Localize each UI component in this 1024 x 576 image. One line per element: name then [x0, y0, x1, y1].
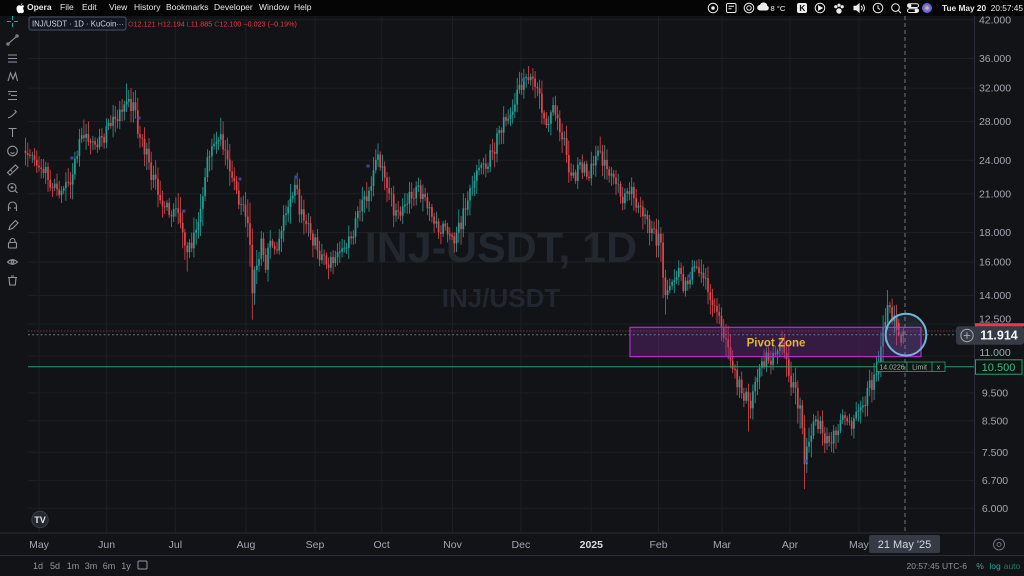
- svg-text:%: %: [976, 561, 984, 571]
- svg-text:21.000: 21.000: [979, 188, 1011, 200]
- svg-text:⋯: ⋯: [116, 20, 124, 29]
- svg-text:21 May '25: 21 May '25: [878, 539, 931, 551]
- svg-text:3m: 3m: [85, 561, 98, 571]
- svg-text:16.000: 16.000: [979, 257, 1011, 269]
- svg-text:18.000: 18.000: [979, 227, 1011, 239]
- svg-text:6.000: 6.000: [982, 503, 1008, 515]
- svg-text:8 °C: 8 °C: [771, 4, 786, 13]
- svg-text:14.0226: 14.0226: [879, 364, 904, 371]
- svg-text:Pivot Zone: Pivot Zone: [747, 338, 806, 350]
- svg-text:Jun: Jun: [98, 539, 115, 551]
- svg-text:auto: auto: [1004, 561, 1021, 571]
- svg-text:Nov: Nov: [443, 539, 462, 551]
- svg-text:7.500: 7.500: [982, 447, 1008, 459]
- svg-text:Dec: Dec: [512, 539, 531, 551]
- svg-text:K: K: [799, 4, 805, 13]
- svg-text:1d: 1d: [33, 561, 43, 571]
- svg-text:14.000: 14.000: [979, 290, 1011, 302]
- svg-text:6m: 6m: [103, 561, 116, 571]
- svg-text:INJ/USDT: INJ/USDT: [442, 283, 561, 313]
- svg-text:log: log: [989, 561, 1001, 571]
- svg-text:Limit: Limit: [912, 364, 927, 371]
- svg-text:42.000: 42.000: [979, 14, 1011, 26]
- svg-text:Mar: Mar: [713, 539, 732, 551]
- svg-text:INJ-USDT, 1D: INJ-USDT, 1D: [365, 224, 637, 272]
- svg-text:1m: 1m: [67, 561, 80, 571]
- svg-text:11.914: 11.914: [980, 329, 1018, 343]
- svg-text:Jul: Jul: [169, 539, 182, 551]
- svg-text:11.000: 11.000: [979, 347, 1010, 359]
- svg-text:5d: 5d: [50, 561, 60, 571]
- svg-text:Feb: Feb: [649, 539, 667, 551]
- svg-text:6.700: 6.700: [982, 475, 1008, 487]
- svg-text:Aug: Aug: [237, 539, 256, 551]
- svg-text:9.500: 9.500: [982, 387, 1008, 399]
- svg-text:May: May: [849, 539, 870, 551]
- svg-text:28.000: 28.000: [979, 116, 1011, 128]
- svg-text:2025: 2025: [580, 539, 604, 551]
- svg-text:1y: 1y: [121, 561, 131, 571]
- svg-text:Oct: Oct: [374, 539, 390, 551]
- svg-text:32.000: 32.000: [979, 83, 1011, 95]
- svg-text:x: x: [937, 364, 941, 371]
- svg-text:Apr: Apr: [782, 539, 799, 551]
- svg-text:24.000: 24.000: [979, 155, 1011, 167]
- svg-text:12.500: 12.500: [979, 314, 1011, 326]
- svg-text:10.500: 10.500: [982, 362, 1016, 374]
- svg-text:36.000: 36.000: [979, 53, 1011, 65]
- svg-text:INJ/USDT · 1D · KuCoin: INJ/USDT · 1D · KuCoin: [32, 19, 116, 28]
- svg-text:20:57:45 UTC-6: 20:57:45 UTC-6: [907, 561, 968, 571]
- svg-text:Sep: Sep: [306, 539, 325, 551]
- svg-text:TV: TV: [34, 515, 46, 525]
- svg-text:O12.121 H12.194 L11.885 C12.10: O12.121 H12.194 L11.885 C12.100 −0.023 (…: [128, 19, 297, 28]
- svg-text:May: May: [29, 539, 50, 551]
- svg-text:8.500: 8.500: [982, 415, 1008, 427]
